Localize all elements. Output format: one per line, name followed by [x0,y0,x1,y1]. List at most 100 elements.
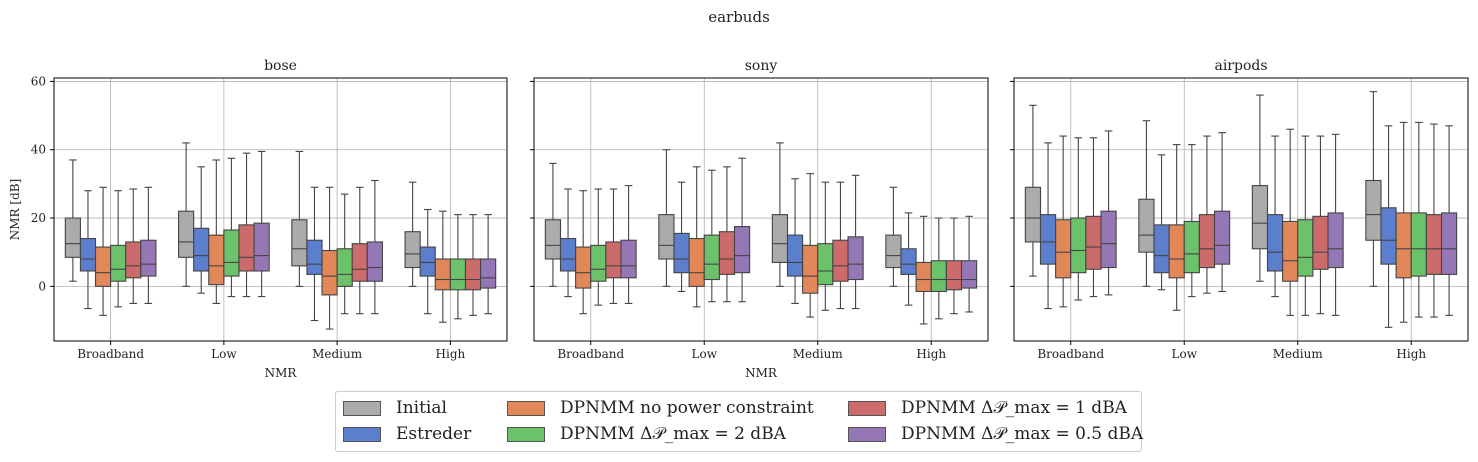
box-iqr [253,222,270,272]
box-iqr [802,244,819,294]
box-iqr [238,224,255,272]
box-iqr [1395,212,1412,279]
legend: Initial Estreder DPNMM no power constrai… [335,391,1144,452]
box-sony-low-3 [703,169,720,303]
box-iqr [673,232,690,274]
box-iqr [193,227,210,272]
box-airpods-low-3 [1183,144,1200,298]
legend-label: DPNMM Δ𝒫_max = 0.5 dBA [901,424,1144,444]
legend-label: Initial [396,398,447,418]
panel-title: sony [745,58,778,74]
panel-title: bose [264,58,297,74]
x-tick-label: Broadband [1037,347,1104,361]
x-axis-label: NMR [745,366,778,380]
box-iqr [464,258,482,291]
box-airpods-medium-4 [1312,135,1329,315]
box-sony-medium-5 [847,174,864,310]
box-iqr [1070,217,1087,274]
box-sony-low-0 [658,149,675,287]
box-airpods-high-2 [1395,121,1412,323]
legend-swatch [507,400,545,416]
legend-swatch [507,426,545,442]
x-tick-label: High [916,347,946,361]
box-bose-high-4 [464,214,482,316]
box-airpods-medium-0 [1251,94,1269,282]
box-iqr [208,234,225,286]
box-iqr [900,248,917,275]
box-airpods-high-1 [1380,125,1397,328]
box-iqr [1213,210,1231,265]
box-iqr [449,258,467,291]
box-sony-broadband-0 [544,162,562,287]
box-iqr [930,260,947,293]
box-bose-low-4 [238,152,255,298]
box-iqr [291,219,308,267]
box-sony-medium-3 [817,181,834,311]
box-iqr [1410,212,1427,277]
box-sony-low-2 [688,166,705,308]
box-bose-broadband-0 [64,159,81,282]
x-tick-label: Broadband [557,347,624,361]
legend-item-estreder: Estreder [343,423,471,445]
box-iqr [1198,214,1216,269]
legend-item-initial: Initial [343,397,447,419]
legend-swatch [343,426,381,442]
box-airpods-low-4 [1198,135,1216,294]
box-bose-broadband-2 [94,186,112,316]
box-bose-low-0 [178,142,195,287]
legend-label: DPNMM Δ𝒫_max = 2 dBA [560,424,786,444]
box-iqr [575,246,592,289]
box-bose-broadband-4 [125,188,142,304]
x-tick-label: Medium [312,347,363,361]
y-tick-label: 40 [31,143,46,157]
box-iqr [434,258,451,291]
box-sony-high-4 [945,217,963,315]
x-tick-label: Low [692,347,718,361]
box-sony-broadband-3 [590,188,607,306]
box-bose-broadband-5 [140,186,157,304]
box-airpods-high-0 [1365,91,1382,287]
box-bose-medium-1 [306,186,323,322]
box-iqr [559,237,577,272]
box-iqr [885,234,902,269]
box-airpods-low-0 [1138,120,1155,287]
box-bose-high-5 [480,214,497,315]
box-iqr [480,258,497,289]
box-iqr [1327,212,1344,269]
box-bose-medium-3 [336,193,353,315]
box-iqr [1183,220,1200,274]
box-airpods-broadband-4 [1085,137,1102,298]
box-bose-broadband-1 [79,190,97,310]
box-airpods-medium-5 [1327,133,1344,316]
box-airpods-low-5 [1213,132,1231,293]
legend-label: DPNMM Δ𝒫_max = 1 dBA [901,398,1127,418]
box-airpods-medium-2 [1282,128,1299,316]
box-bose-low-3 [223,157,240,298]
box-iqr [140,239,157,277]
legend-swatch [848,426,886,442]
box-iqr [945,260,963,291]
panel-bose: bose 0 20 40 60 Broadband Low Medium High NMR [31,58,508,380]
box-bose-medium-5 [366,179,383,315]
y-tick-label: 20 [31,211,46,225]
box-iqr [419,246,436,277]
box-sony-low-1 [673,181,690,293]
box-airpods-low-1 [1153,154,1170,291]
box-iqr [832,239,849,282]
axes-frame [533,77,989,342]
panel-airpods: airpods Broadband Low Medium High [1010,58,1469,361]
legend-swatch [848,400,886,416]
legend-label: Estreder [396,424,472,444]
y-axis-label: NMR [dB] [8,179,22,241]
box-iqr [1100,210,1117,269]
box-iqr [94,246,112,287]
box-airpods-medium-3 [1297,135,1314,316]
axes-frame [53,77,508,342]
box-sony-medium-1 [786,178,804,304]
panel-sony: sony Broadband Low Medium High NMR [530,58,989,380]
box-iqr [110,244,127,282]
box-iqr [1251,185,1269,250]
box-sony-broadband-2 [575,190,592,315]
box-iqr [125,241,142,279]
